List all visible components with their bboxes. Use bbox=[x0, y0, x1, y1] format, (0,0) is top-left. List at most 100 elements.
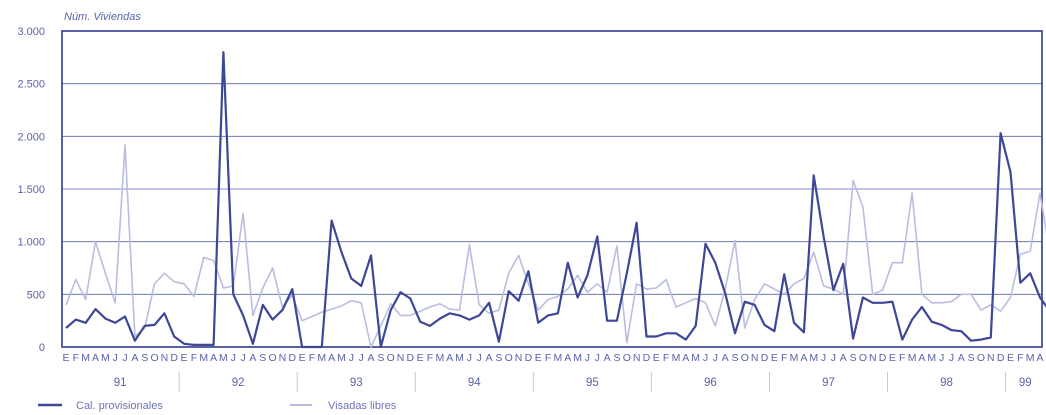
x-year-label: 98 bbox=[940, 377, 953, 389]
x-month-label: M bbox=[554, 352, 563, 364]
legend-label-visadas-libres: Visadas libres bbox=[328, 400, 397, 412]
y-tick-label: 2.000 bbox=[17, 131, 45, 143]
x-month-label: A bbox=[367, 352, 374, 364]
y-tick-label: 1.500 bbox=[17, 184, 45, 196]
x-month-label: F bbox=[663, 352, 669, 364]
x-month-label: M bbox=[809, 352, 818, 364]
x-month-label: J bbox=[821, 352, 826, 364]
x-month-label: M bbox=[81, 352, 90, 364]
x-month-label: F bbox=[899, 352, 905, 364]
x-month-label: S bbox=[141, 352, 148, 364]
x-month-label: F bbox=[191, 352, 197, 364]
legend-label-cal-provisionales: Cal. provisionales bbox=[76, 400, 163, 412]
x-month-label: J bbox=[703, 352, 708, 364]
x-month-label: A bbox=[1036, 352, 1043, 364]
x-month-label: M bbox=[337, 352, 346, 364]
x-month-label: A bbox=[486, 352, 493, 364]
x-month-label: M bbox=[219, 352, 228, 364]
y-tick-label: 500 bbox=[27, 289, 45, 301]
x-month-label: M bbox=[691, 352, 700, 364]
x-month-label: S bbox=[850, 352, 857, 364]
x-month-label: A bbox=[328, 352, 335, 364]
x-month-label: O bbox=[505, 352, 513, 364]
legend: Cal. provisionales Visadas libres bbox=[38, 400, 397, 412]
series-layer bbox=[65, 50, 1046, 349]
x-month-label: N bbox=[633, 352, 641, 364]
x-month-label: E bbox=[889, 352, 896, 364]
x-month-label: M bbox=[927, 352, 936, 364]
x-month-label: M bbox=[790, 352, 799, 364]
x-month-label: F bbox=[1017, 352, 1023, 364]
x-month-label: E bbox=[181, 352, 188, 364]
plot-frame bbox=[61, 30, 1043, 348]
x-year-label: 94 bbox=[468, 377, 481, 389]
x-month-label: N bbox=[279, 352, 287, 364]
x-month-label: E bbox=[417, 352, 424, 364]
x-year-label: 95 bbox=[586, 377, 599, 389]
x-month-label: D bbox=[761, 352, 769, 364]
x-month-label: F bbox=[427, 352, 433, 364]
x-month-label: J bbox=[349, 352, 354, 364]
x-month-label: A bbox=[131, 352, 138, 364]
x-month-label: O bbox=[741, 352, 749, 364]
x-month-label: J bbox=[949, 352, 954, 364]
x-month-label: M bbox=[101, 352, 110, 364]
x-month-label: S bbox=[613, 352, 620, 364]
x-year-label: 99 bbox=[1019, 377, 1032, 389]
x-month-label: J bbox=[939, 352, 944, 364]
x-year-label: 92 bbox=[232, 377, 245, 389]
x-month-label: S bbox=[968, 352, 975, 364]
series-line-cal-provisionales bbox=[65, 50, 1046, 349]
x-month-label: O bbox=[859, 352, 867, 364]
x-month-label: M bbox=[908, 352, 917, 364]
x-month-label: O bbox=[269, 352, 277, 364]
y-tick-label: 2.500 bbox=[17, 79, 45, 91]
x-month-label: J bbox=[477, 352, 482, 364]
x-month-label: A bbox=[722, 352, 729, 364]
x-month-label: A bbox=[446, 352, 453, 364]
x-month-label: N bbox=[869, 352, 877, 364]
x-month-label: F bbox=[545, 352, 551, 364]
x-month-label: E bbox=[535, 352, 542, 364]
y-tick-labels: 0 500 1.000 1.500 2.000 2.500 3.000 bbox=[17, 26, 45, 354]
x-month-label: S bbox=[377, 352, 384, 364]
x-month-label: N bbox=[397, 352, 405, 364]
x-year-label: 97 bbox=[822, 377, 835, 389]
x-month-label: J bbox=[595, 352, 600, 364]
x-month-label: J bbox=[359, 352, 364, 364]
x-month-label: N bbox=[751, 352, 759, 364]
x-month-label: D bbox=[170, 352, 178, 364]
x-month-label: J bbox=[713, 352, 718, 364]
x-month-label: S bbox=[495, 352, 502, 364]
x-month-label: J bbox=[113, 352, 118, 364]
y-axis-label: Núm. Viviendas bbox=[64, 11, 141, 23]
x-month-label: O bbox=[623, 352, 631, 364]
x-month-label: A bbox=[682, 352, 689, 364]
x-month-label: D bbox=[407, 352, 415, 364]
x-month-label: N bbox=[161, 352, 169, 364]
x-month-label: O bbox=[387, 352, 395, 364]
x-month-label: M bbox=[317, 352, 326, 364]
x-month-label: A bbox=[840, 352, 847, 364]
x-month-label: E bbox=[1007, 352, 1014, 364]
x-month-label: J bbox=[831, 352, 836, 364]
x-month-label: D bbox=[997, 352, 1005, 364]
x-month-label: F bbox=[309, 352, 315, 364]
x-month-label: A bbox=[564, 352, 571, 364]
x-month-label: E bbox=[299, 352, 306, 364]
x-month-label: J bbox=[231, 352, 236, 364]
x-month-label: A bbox=[604, 352, 611, 364]
x-month-label: N bbox=[515, 352, 523, 364]
x-month-label: M bbox=[199, 352, 208, 364]
x-month-label: D bbox=[288, 352, 296, 364]
x-month-label: J bbox=[122, 352, 127, 364]
x-month-label: A bbox=[918, 352, 925, 364]
x-month-label: S bbox=[259, 352, 266, 364]
x-month-label: M bbox=[1026, 352, 1035, 364]
x-month-label: D bbox=[643, 352, 651, 364]
x-month-label: F bbox=[73, 352, 79, 364]
x-month-label: M bbox=[573, 352, 582, 364]
x-month-label: A bbox=[249, 352, 256, 364]
